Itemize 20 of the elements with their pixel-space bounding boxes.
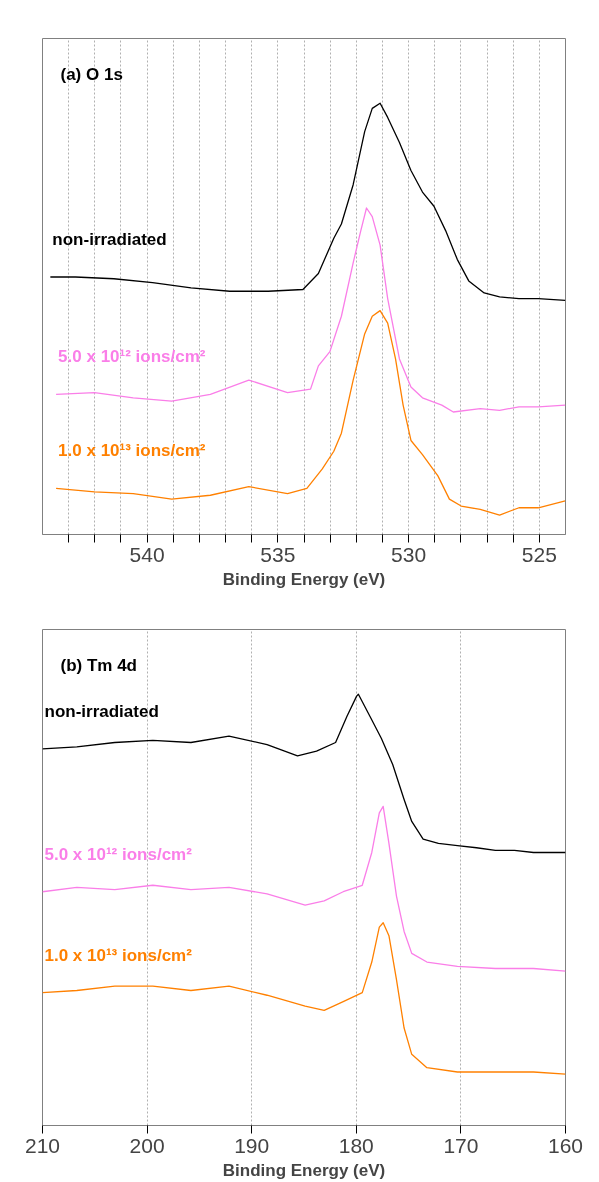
x-axis-title: Binding Energy (eV) <box>222 569 386 589</box>
series-label: non-irradiated <box>52 230 167 250</box>
x-tick-label: 160 <box>547 1133 584 1157</box>
x-tick-label: 540 <box>129 542 165 566</box>
x-tick-label: 180 <box>338 1133 374 1157</box>
series-label: non-irradiated <box>44 701 159 721</box>
series-label: 1.0 x 10¹³ ions/cm² <box>58 441 206 461</box>
x-tick-label: 200 <box>129 1133 165 1157</box>
x-tick-label: 170 <box>443 1133 479 1157</box>
chart-title: (a) O 1s <box>60 64 123 84</box>
series-label: 5.0 x 10¹² ions/cm² <box>44 844 193 864</box>
x-tick-label: 530 <box>391 542 427 566</box>
x-axis-title: Binding Energy (eV) <box>222 1160 386 1180</box>
chart-title: (b) Tm 4d <box>60 655 137 675</box>
x-tick-label: 535 <box>260 542 296 566</box>
series-label: 5.0 x 10¹² ions/cm² <box>58 347 206 367</box>
series-label: 1.0 x 10¹³ ions/cm² <box>44 945 193 965</box>
x-tick-label: 190 <box>234 1133 270 1157</box>
x-tick-label: 210 <box>24 1133 61 1157</box>
x-tick-label: 525 <box>521 542 557 566</box>
